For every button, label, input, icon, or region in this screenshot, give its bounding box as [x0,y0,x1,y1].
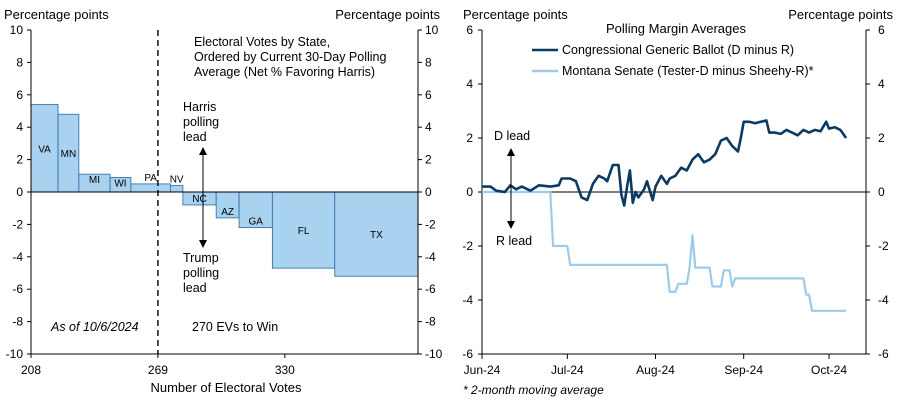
arrow-up-icon [199,147,207,155]
arrow-down-icon [507,221,515,229]
as-of-date: As of 10/6/2024 [50,320,139,334]
y2-tick-label: -8 [425,315,436,329]
y2-tick-label: 4 [878,77,885,91]
y-tick-label: 8 [16,55,23,69]
footnote: * 2-month moving average [463,383,604,397]
title-line: Average (Net % Favoring Harris) [194,65,375,79]
y2-tick-label: -4 [878,293,889,307]
bar-tx [334,191,419,277]
y2-tick-label: 6 [425,88,432,102]
y2-tick-label: 10 [425,23,439,37]
arrow-up-icon [507,148,515,156]
y-tick-label: 4 [466,77,473,91]
y-tick-label: 0 [16,185,23,199]
harris-lead-line: lead [183,130,207,144]
y2-tick-label: -6 [425,282,436,296]
x-tick-label: 208 [21,363,41,377]
bar-label-mi: MI [89,175,100,186]
bar-label-az: AZ [221,207,234,218]
left-y2-unit-label: Percentage points [335,7,440,22]
left-chart-title: Electoral Votes by State,Ordered by Curr… [194,35,386,79]
trump-lead-line: polling [183,266,219,280]
legend-label-montana-senate: Montana Senate (Tester-D minus Sheehy-R)… [562,64,814,78]
y-tick-label: -6 [462,347,473,361]
y-tick-label: 2 [466,131,473,145]
y-tick-label: -2 [462,239,473,253]
y-tick-label: -4 [462,293,473,307]
x-tick-label: Jun-24 [464,363,501,377]
y-tick-label: -8 [12,315,23,329]
y-tick-label: -10 [6,347,24,361]
trump-lead-line: Trump [183,251,219,265]
y-tick-label: 4 [16,120,23,134]
y-tick-label: 6 [16,88,23,102]
x-tick-label: Aug-24 [636,363,675,377]
bar-label-ga: GA [248,217,263,228]
title-line: Ordered by Current 30-Day Polling [194,50,386,64]
y2-tick-label: 2 [878,131,885,145]
bar-label-tx: TX [370,230,383,241]
y2-tick-label: -10 [425,347,443,361]
bar-label-wi: WI [114,178,126,189]
y2-tick-label: 8 [425,55,432,69]
y-tick-label: 10 [10,23,24,37]
y-tick-label: 0 [466,185,473,199]
trump-lead-line: lead [183,281,207,295]
x-tick-label: Sep-24 [724,363,763,377]
y-tick-label: -6 [12,282,23,296]
x-tick-label: 330 [275,363,295,377]
y2-tick-label: -6 [878,347,889,361]
bar-label-nv: NV [170,175,184,186]
x-tick-label: Jul-24 [551,363,584,377]
y2-tick-label: -2 [425,217,436,231]
legend: Congressional Generic Ballot (D minus R)… [532,43,814,78]
bar-pa [130,183,171,193]
series-line-montana-senate [482,190,847,312]
legend-label-generic-ballot: Congressional Generic Ballot (D minus R) [562,43,794,57]
x-tick-label: 269 [148,363,168,377]
harris-lead-line: polling [183,115,219,129]
bar-label-va: VA [38,144,51,155]
left-y-unit-label: Percentage points [4,7,109,22]
bar-nv [170,185,184,193]
y2-tick-label: -2 [878,239,889,253]
polling-margin-chart: Percentage points Percentage points Poll… [462,7,893,397]
y-tick-label: -2 [12,217,23,231]
y2-tick-label: 6 [878,23,885,37]
electoral-votes-chart: Percentage points Percentage points VA MN… [4,7,443,395]
bar-label-pa: PA [144,173,157,184]
y2-tick-label: 0 [878,185,885,199]
d-lead-label: D lead [494,129,530,143]
y-tick-label: -4 [12,250,23,264]
threshold-label: 270 EVs to Win [192,320,278,334]
y-tick-label: 6 [466,23,473,37]
y2-tick-label: 0 [425,185,432,199]
arrow-down-icon [199,240,207,248]
y2-tick-label: 4 [425,120,432,134]
x-axis-label: Number of Electoral Votes [150,380,302,395]
right-y-unit-label: Percentage points [463,7,568,22]
bar-label-fl: FL [298,226,310,237]
title-line: Electoral Votes by State, [194,35,330,49]
bar-va [30,104,59,193]
bar-label-mn: MN [61,149,77,160]
right-chart-title: Polling Margin Averages [606,21,746,36]
r-lead-label: R lead [496,234,532,248]
y2-tick-label: 2 [425,153,432,167]
y2-tick-label: -4 [425,250,436,264]
series-line-generic-ballot [482,119,848,207]
y-tick-label: 2 [16,153,23,167]
bar-label-nc: NC [192,194,206,205]
x-tick-label: Oct-24 [811,363,847,377]
right-y2-unit-label: Percentage points [788,7,893,22]
bar-fl [271,191,336,269]
harris-lead-line: Harris [183,100,216,114]
